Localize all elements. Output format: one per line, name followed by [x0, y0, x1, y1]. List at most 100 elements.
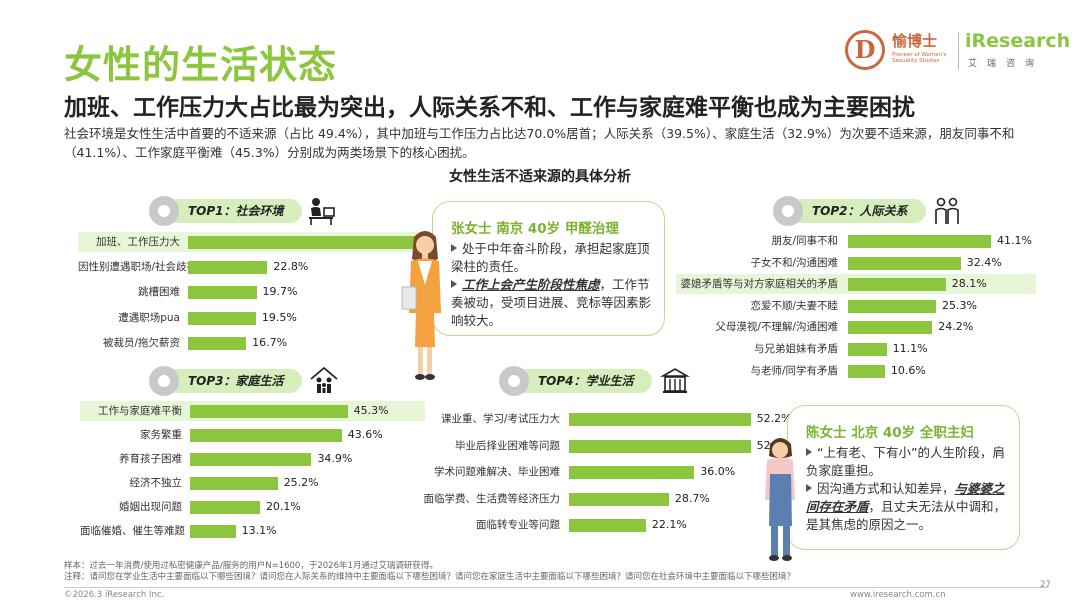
top2-bar-chart: 朋友/同事不和 41.1% 子女不和/沟通困难 32.4% 婆媳矛盾等与对方家庭相关的矛…: [676, 231, 1036, 383]
bar-row: 与老师/同学有矛盾 10.6%: [676, 361, 1036, 381]
bar-row: 加班、工作压力大70.0%: [78, 232, 473, 252]
bar-category-label: 婚姻出现问题: [119, 500, 182, 513]
bullet-icon: [451, 280, 457, 288]
bar: [848, 278, 946, 292]
bar-value-label: 34.9%: [317, 451, 353, 465]
quote-point-1: “上有老、下有小”的人生阶段，肩负家庭重担。: [806, 445, 1005, 478]
bar-row: 父母漠视/不理解/沟通困难 24.2%: [676, 317, 1036, 337]
page-title: 女性的生活状态: [64, 43, 338, 87]
bar-row: 被裁员/拖欠薪资 16.7%: [78, 333, 423, 353]
pill-dot-icon: [773, 196, 803, 226]
iresearch-logo: iResearch: [965, 30, 1071, 52]
bar-category-label: 面临学费、生活费等经济压力: [423, 492, 561, 505]
top4-category-pill: TOP4：学业生活: [499, 366, 652, 396]
bar-category-label: 毕业后择业困难等问题: [455, 439, 560, 452]
bar-row: 子女不和/沟通困难 32.4%: [676, 253, 1036, 273]
bar-row: 学术问题难解决、毕业困难 36.0%: [400, 462, 745, 482]
bar: [188, 286, 257, 300]
school-icon: [660, 368, 690, 393]
bar-category-label: 恋爱不顺/夫妻不睦: [750, 299, 838, 312]
bar: [848, 343, 887, 356]
quote-text: 处于中年奋斗阶段，承担起家庭顶梁柱的责任。 工作上会产生阶段性焦虑，工作节奏被动…: [451, 240, 656, 330]
bar-value-label: 16.7%: [252, 335, 288, 349]
top3-bar-chart: 工作与家庭难平衡 45.3% 家务繁重 43.6% 养育孩子困难 34.9% 经济不独立 25…: [80, 401, 425, 546]
bar-category-label: 加班、工作压力大: [96, 236, 180, 248]
website-link[interactable]: www.iresearch.com.cn: [850, 590, 946, 600]
bar-row: 跳槽困难 19.7%: [78, 282, 423, 302]
bar-row: 面临转专业等问题 22.1%: [400, 515, 745, 535]
quote-person-name: 陈女士 北京 40岁 全职主妇: [806, 425, 974, 441]
sample-footnote: 样本：过去一年消费/使用过私密健康产品/服务的用户N=1600，于2026年1月…: [64, 561, 438, 571]
woman-office-illustration: [401, 231, 441, 380]
bar-row: 遭遇职场pua 19.5%: [78, 308, 423, 328]
bar: [190, 452, 312, 466]
bar: [188, 236, 432, 249]
bar-category-label: 跳槽困难: [138, 286, 180, 299]
bar-value-label: 36.0%: [700, 465, 736, 478]
bar: [569, 492, 669, 506]
bar-value-label: 13.1%: [241, 523, 277, 537]
bar: [848, 299, 937, 313]
bar: [848, 321, 933, 335]
bar-row: 经济不独立 25.2%: [80, 473, 425, 493]
quote-text: “上有老、下有小”的人生阶段，肩负家庭重担。 因沟通方式和认知差异，与婆婆之间存…: [806, 444, 1011, 534]
bar-category-label: 朋友/同事不和: [771, 235, 838, 247]
bar-category-label: 学术问题难解决、毕业困难: [434, 466, 560, 478]
bar-value-label: 52.2%: [756, 412, 792, 425]
footer-divider: [64, 587, 1049, 588]
bar-category-label: 经济不独立: [129, 476, 183, 489]
top1-title: TOP1：社会环境: [188, 204, 284, 218]
bullet-icon: [451, 244, 457, 252]
bar-value-label: 43.6%: [347, 427, 383, 441]
bar: [188, 261, 268, 275]
bar: [848, 364, 885, 378]
bar-value-label: 28.7%: [674, 491, 710, 505]
bar-value-label: 25.2%: [283, 475, 319, 489]
bar: [190, 500, 260, 514]
quote-bubble-chen: 陈女士 北京 40岁 全职主妇 “上有老、下有小”的人生阶段，肩负家庭重担。 因…: [787, 405, 1020, 550]
bar-value-label: 22.1%: [651, 518, 687, 531]
question-footnote: 注释：请问您在学业生活中主要面临以下哪些困境？请问您在人际关系的维持中主要面临以…: [64, 572, 796, 582]
bar-row: 婆媳矛盾等与对方家庭相关的矛盾 28.1%: [676, 274, 1036, 295]
page-subtitle: 加班、工作压力大占比最为突出，人际关系不和、工作与家庭难平衡也成为主要困扰: [64, 95, 915, 121]
yuboshi-logo-mark: D: [845, 30, 885, 70]
bar-value-label: 11.1%: [892, 342, 928, 355]
top1-category-pill: TOP1：社会环境: [149, 196, 302, 226]
logo: D 愉博士 Pioneer of Women's Sexuality Studi…: [845, 30, 1070, 75]
chart-title: 女性生活不适来源的具体分析: [449, 169, 631, 185]
bar-value-label: 41.1%: [997, 234, 1032, 247]
bar-row: 面临催婚、催生等难题 13.1%: [80, 521, 425, 541]
bar: [188, 311, 256, 325]
bar-row: 养育孩子困难 34.9%: [80, 449, 425, 469]
pill-dot-icon: [149, 196, 179, 226]
quote-person-name: 张女士 南京 40岁 甲醛治理: [451, 221, 619, 237]
bar-row: 毕业后择业困难等问题52.2%: [400, 436, 792, 456]
bar-category-label: 子女不和/沟通困难: [750, 256, 838, 269]
bar-category-label: 被裁员/拖欠薪资: [102, 336, 180, 349]
top1-bar-chart: 加班、工作压力大70.0% 因性别遭遇职场/社会歧视 22.8% 跳槽困难 19.7% 遭…: [78, 232, 473, 357]
bar-category-label: 工作与家庭难平衡: [98, 405, 182, 417]
bar-row: 因性别遭遇职场/社会歧视 22.8%: [78, 257, 423, 277]
bar-row: 与兄弟姐妹有矛盾 11.1%: [676, 339, 1036, 359]
quote-point-2: 工作上会产生阶段性焦虑，工作节奏被动，受项目进展、竞标等因素影响较大。: [451, 277, 652, 328]
bar-category-label: 因性别遭遇职场/社会歧视: [78, 261, 198, 274]
office-worker-icon: [309, 198, 335, 225]
pill-dot-icon: [149, 366, 179, 396]
bar: [569, 466, 695, 479]
bar-row: 婚姻出现问题 20.1%: [80, 497, 425, 517]
bar: [569, 439, 751, 453]
bar-value-label: 25.3%: [942, 298, 977, 312]
bar: [848, 256, 961, 270]
top2-title: TOP2：人际关系: [812, 204, 908, 218]
bar: [190, 428, 342, 442]
bar-value-label: 19.5%: [261, 310, 297, 324]
copyright: ©2026.3 iResearch Inc.: [64, 590, 165, 600]
bar: [569, 413, 751, 426]
bar: [848, 235, 992, 248]
bar-category-label: 与兄弟姐妹有矛盾: [754, 343, 838, 355]
bar-row: 面临学费、生活费等经济压力 28.7%: [400, 489, 745, 509]
page-description: 社会环境是女性生活中首要的不适来源（占比 49.4%），其中加班与工作压力占比达…: [64, 126, 1015, 160]
people-icon: [935, 197, 959, 224]
bar-category-label: 婆媳矛盾等与对方家庭相关的矛盾: [680, 278, 839, 291]
bar-value-label: 20.1%: [265, 499, 301, 513]
